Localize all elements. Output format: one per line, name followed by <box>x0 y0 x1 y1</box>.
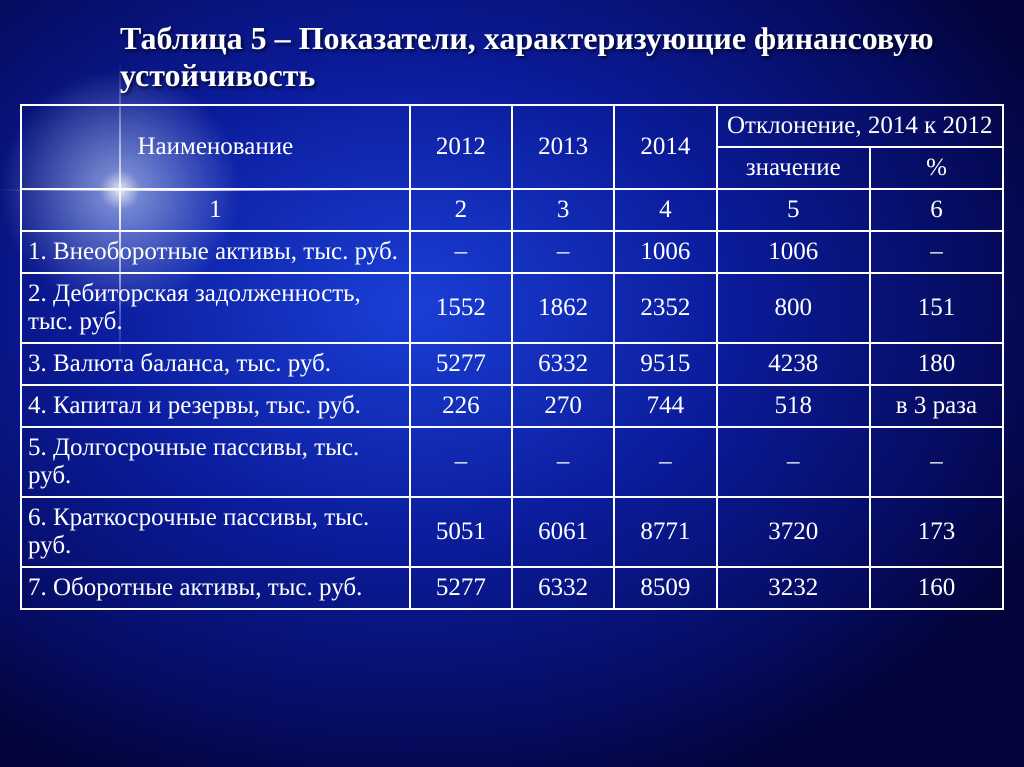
cell-dev-value: 3720 <box>717 497 870 567</box>
table-body: 1. Внеоборотные активы, тыс. руб. – – 10… <box>21 231 1003 609</box>
table-container: Наименование 2012 2013 2014 Отклонение, … <box>20 104 1004 610</box>
table-row: 2. Дебиторская задолженность, тыс. руб. … <box>21 273 1003 343</box>
cell-2012: – <box>410 231 512 273</box>
cell-dev-value: 1006 <box>717 231 870 273</box>
cell-2014: 2352 <box>614 273 716 343</box>
cell-dev-value: 518 <box>717 385 870 427</box>
cell-name: 2. Дебиторская задолженность, тыс. руб. <box>21 273 410 343</box>
colnum-6: 6 <box>870 189 1003 231</box>
col-name: Наименование <box>21 105 410 189</box>
cell-2014: – <box>614 427 716 497</box>
cell-2014: 9515 <box>614 343 716 385</box>
cell-2012: 5277 <box>410 567 512 609</box>
col-2014: 2014 <box>614 105 716 189</box>
cell-dev-pct: 151 <box>870 273 1003 343</box>
financial-table: Наименование 2012 2013 2014 Отклонение, … <box>20 104 1004 610</box>
cell-name: 1. Внеоборотные активы, тыс. руб. <box>21 231 410 273</box>
cell-2014: 744 <box>614 385 716 427</box>
colnum-2: 2 <box>410 189 512 231</box>
cell-2014: 8509 <box>614 567 716 609</box>
table-row: 3. Валюта баланса, тыс. руб. 5277 6332 9… <box>21 343 1003 385</box>
table-row: 6. Краткосрочные пассивы, тыс. руб. 5051… <box>21 497 1003 567</box>
col-deviation-value: значение <box>717 147 870 189</box>
cell-dev-pct: – <box>870 231 1003 273</box>
colnum-4: 4 <box>614 189 716 231</box>
cell-2013: – <box>512 231 614 273</box>
cell-2013: 6332 <box>512 567 614 609</box>
cell-dev-value: 3232 <box>717 567 870 609</box>
cell-dev-pct: в 3 раза <box>870 385 1003 427</box>
cell-2013: 6332 <box>512 343 614 385</box>
column-number-row: 1 2 3 4 5 6 <box>21 189 1003 231</box>
table-row: 5. Долгосрочные пассивы, тыс. руб. – – –… <box>21 427 1003 497</box>
cell-2013: 1862 <box>512 273 614 343</box>
cell-name: 3. Валюта баланса, тыс. руб. <box>21 343 410 385</box>
col-deviation-group: Отклонение, 2014 к 2012 <box>717 105 1003 147</box>
cell-2012: 5277 <box>410 343 512 385</box>
colnum-1: 1 <box>21 189 410 231</box>
table-row: 7. Оборотные активы, тыс. руб. 5277 6332… <box>21 567 1003 609</box>
cell-2014: 8771 <box>614 497 716 567</box>
slide: Таблица 5 – Показатели, характеризующие … <box>0 0 1024 767</box>
cell-name: 5. Долгосрочные пассивы, тыс. руб. <box>21 427 410 497</box>
col-deviation-pct: % <box>870 147 1003 189</box>
cell-2012: 1552 <box>410 273 512 343</box>
header-row-1: Наименование 2012 2013 2014 Отклонение, … <box>21 105 1003 147</box>
cell-2012: 5051 <box>410 497 512 567</box>
slide-title: Таблица 5 – Показатели, характеризующие … <box>120 20 964 94</box>
cell-2012: – <box>410 427 512 497</box>
cell-dev-pct: – <box>870 427 1003 497</box>
cell-dev-value: – <box>717 427 870 497</box>
cell-dev-pct: 160 <box>870 567 1003 609</box>
cell-dev-value: 4238 <box>717 343 870 385</box>
cell-2012: 226 <box>410 385 512 427</box>
cell-2013: – <box>512 427 614 497</box>
cell-2013: 270 <box>512 385 614 427</box>
col-2012: 2012 <box>410 105 512 189</box>
colnum-3: 3 <box>512 189 614 231</box>
cell-dev-pct: 173 <box>870 497 1003 567</box>
cell-name: 4. Капитал и резервы, тыс. руб. <box>21 385 410 427</box>
cell-name: 7. Оборотные активы, тыс. руб. <box>21 567 410 609</box>
col-2013: 2013 <box>512 105 614 189</box>
table-row: 4. Капитал и резервы, тыс. руб. 226 270 … <box>21 385 1003 427</box>
cell-2013: 6061 <box>512 497 614 567</box>
colnum-5: 5 <box>717 189 870 231</box>
cell-name: 6. Краткосрочные пассивы, тыс. руб. <box>21 497 410 567</box>
cell-dev-value: 800 <box>717 273 870 343</box>
cell-2014: 1006 <box>614 231 716 273</box>
cell-dev-pct: 180 <box>870 343 1003 385</box>
table-row: 1. Внеоборотные активы, тыс. руб. – – 10… <box>21 231 1003 273</box>
